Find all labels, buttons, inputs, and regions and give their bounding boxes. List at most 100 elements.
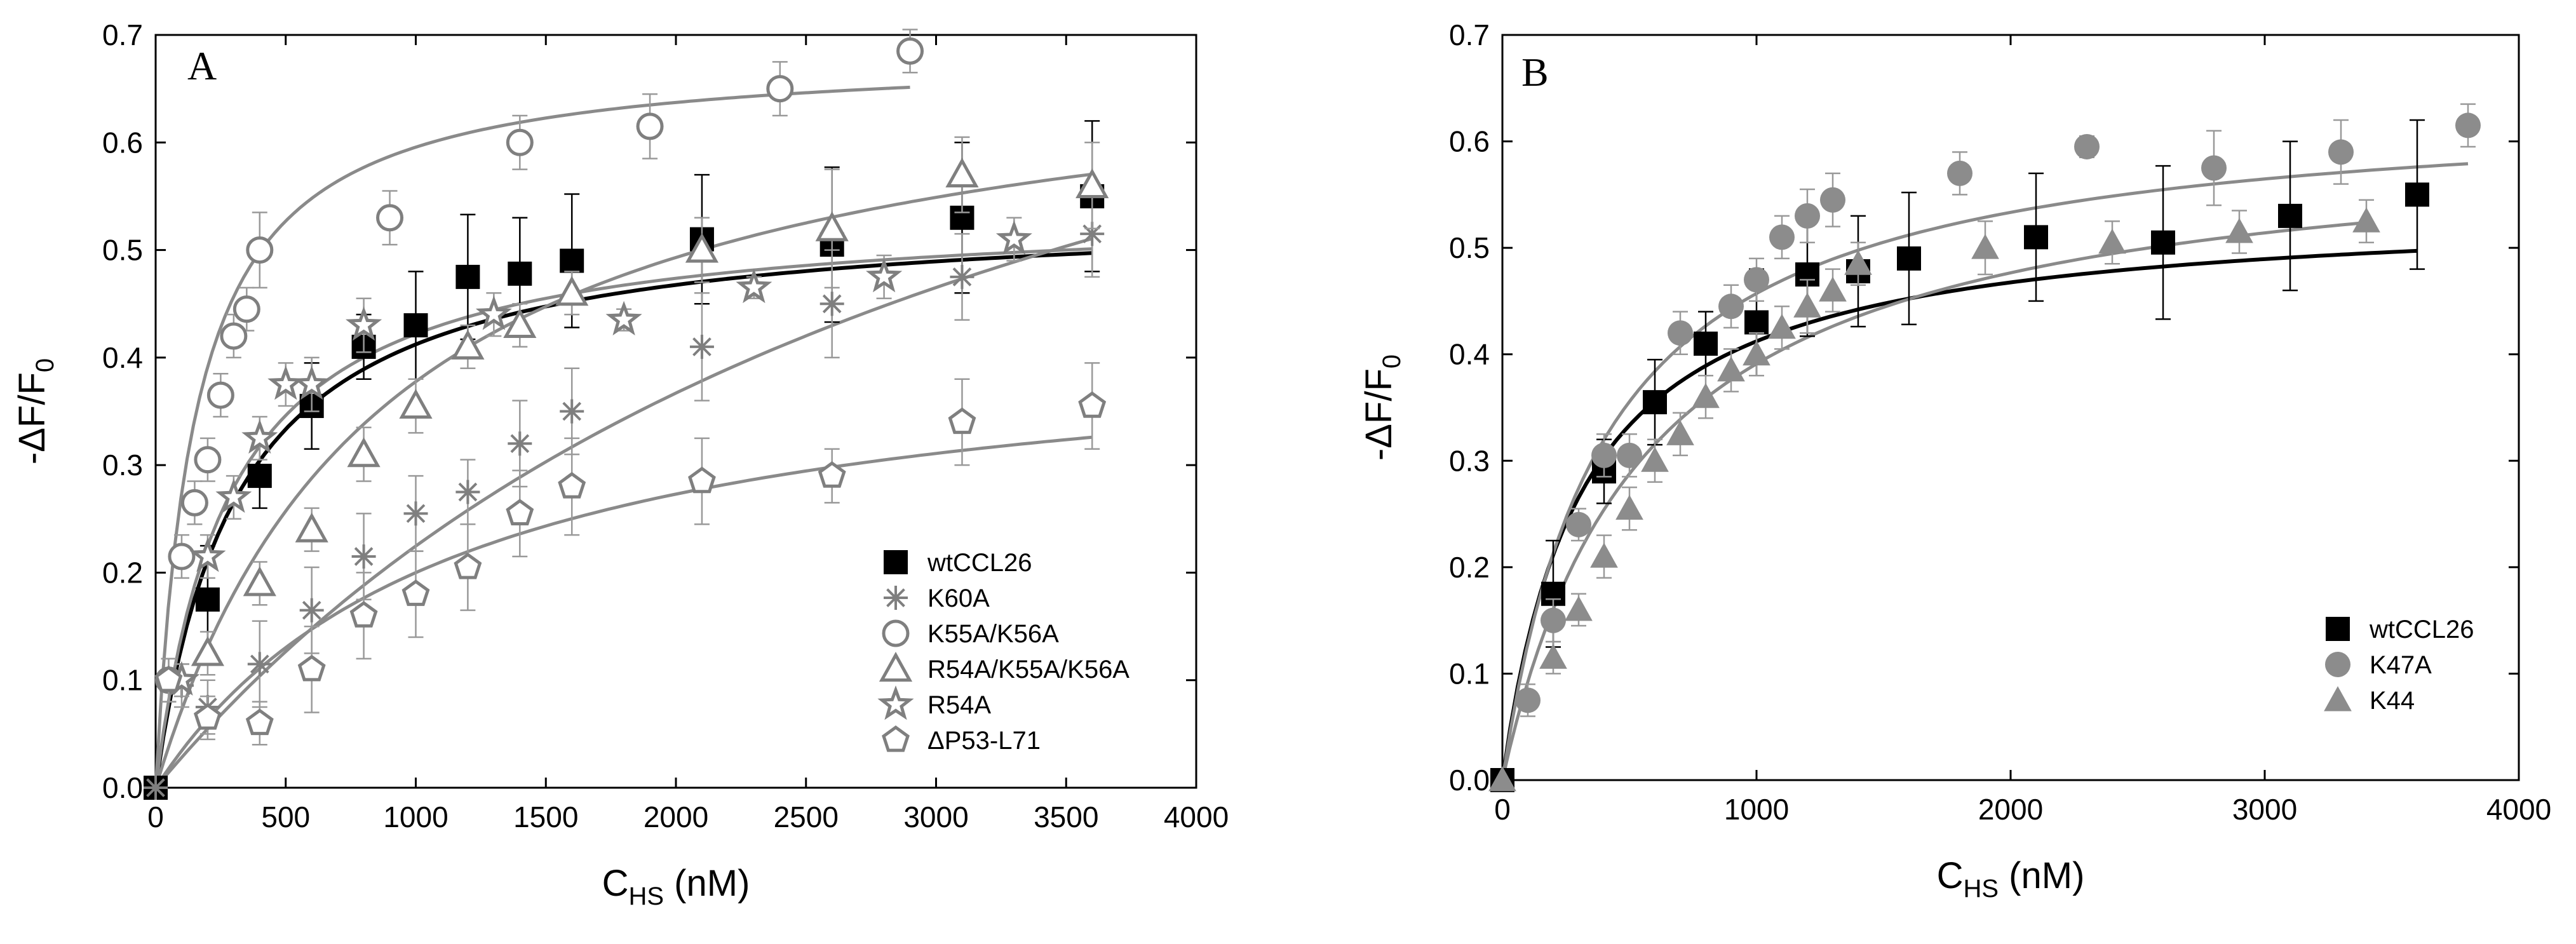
legend-marker (877, 685, 914, 720)
legend-marker (2325, 652, 2350, 677)
data-point (206, 381, 234, 409)
y-tick-label: 0.5 (102, 234, 143, 267)
data-point (558, 471, 586, 499)
x-tick-label: 3000 (2232, 793, 2297, 826)
data-point (2278, 203, 2302, 228)
legend-marker (879, 652, 913, 682)
data-point (399, 389, 433, 419)
y-tick-label: 0.7 (1449, 18, 1490, 51)
data-point (1668, 320, 1693, 346)
legend-marker (2326, 617, 2350, 641)
data-point (247, 652, 272, 677)
data-point (376, 204, 404, 232)
data-point (945, 158, 979, 188)
data-point (1515, 687, 1541, 713)
fit-curve (1500, 220, 2367, 781)
data-point (2098, 228, 2126, 254)
data-point (299, 598, 324, 623)
legend-label: K60A (927, 584, 990, 612)
x-tick-label: 1000 (1724, 793, 1789, 826)
y-tick-label: 0.4 (1449, 338, 1490, 371)
x-tick-label: 3500 (1034, 800, 1098, 833)
data-point (506, 499, 534, 525)
data-point (194, 446, 222, 474)
data-point (454, 552, 482, 579)
data-point (1615, 494, 1643, 520)
data-point (1820, 187, 1845, 213)
data-point (1743, 340, 1770, 366)
x-tick-label: 2000 (644, 800, 708, 833)
data-point (1539, 644, 1567, 669)
x-tick-label: 1000 (383, 800, 448, 833)
data-point (243, 566, 276, 597)
x-tick-label: 4000 (1164, 800, 1229, 833)
x-tick-label: 3000 (903, 800, 968, 833)
data-point (220, 322, 248, 350)
data-point (245, 708, 274, 736)
x-tick-label: 2000 (1978, 793, 2043, 826)
data-point (1488, 766, 1516, 792)
data-point (1566, 511, 1591, 537)
data-point (154, 665, 183, 692)
data-point (1617, 442, 1642, 468)
data-point (503, 308, 537, 339)
data-point (766, 75, 794, 103)
y-tick-label: 0.1 (1449, 657, 1490, 690)
y-tick-label: 0.3 (102, 448, 143, 482)
data-point (866, 257, 903, 293)
data-point (2024, 225, 2048, 250)
data-point (2328, 139, 2354, 165)
y-tick-label: 0.7 (102, 18, 143, 51)
data-point (349, 601, 378, 628)
fit-curve (154, 172, 1093, 788)
data-point (215, 478, 252, 513)
data-point (1844, 250, 1872, 275)
data-point (451, 329, 485, 360)
data-point (189, 537, 226, 572)
data-point (1641, 447, 1669, 472)
data-point (2201, 155, 2227, 181)
data-point (403, 313, 428, 338)
data-point (819, 292, 844, 316)
data-point (455, 480, 480, 504)
data-point (995, 220, 1032, 255)
data-point (508, 431, 532, 456)
data-point (297, 654, 326, 682)
data-point (2455, 112, 2481, 138)
series-k60a (144, 190, 1105, 800)
series-r54a-k55a-k56a (191, 136, 1109, 676)
legend: wtCCL26 K60A K55A/K56A R54A/K55A/K56A R54A ΔP… (877, 549, 1130, 755)
data-point (950, 264, 974, 289)
series-r54a (163, 217, 1032, 698)
x-tick-label: 1500 (513, 800, 578, 833)
data-point (455, 264, 480, 289)
legend-marker (884, 586, 908, 610)
data-point (736, 268, 772, 304)
data-point (1692, 382, 1720, 408)
data-point (295, 512, 328, 543)
legend-marker (882, 725, 910, 752)
panel-label: B (1521, 50, 1549, 95)
y-axis-title: -ΔF/F0 (11, 358, 59, 464)
legend-label: wtCCL26 (927, 549, 1032, 577)
chart-panel-b: 0 1000 2000 3000 4000 0.0 0.1 0.2 0.3 0.4 0.5 0.6 0.… (1358, 18, 2551, 903)
data-point (560, 399, 584, 424)
y-tick-label: 0.6 (1449, 125, 1490, 158)
y-tick-label: 0.2 (102, 556, 143, 589)
y-tick-label: 0.4 (102, 341, 143, 374)
series--p53-l71 (154, 362, 1107, 746)
data-point (1897, 246, 1921, 271)
legend-marker (882, 619, 910, 647)
data-point (168, 543, 196, 570)
data-point (144, 776, 168, 800)
data-point (685, 233, 719, 263)
x-axis-title: CHS (nM) (1937, 855, 2085, 903)
data-point (818, 461, 846, 488)
series-k44 (1488, 199, 2380, 792)
data-point (346, 306, 382, 341)
data-point (555, 276, 589, 306)
data-point (1591, 442, 1617, 468)
data-point (267, 365, 304, 400)
data-point (1076, 168, 1109, 198)
data-point (1078, 391, 1107, 418)
